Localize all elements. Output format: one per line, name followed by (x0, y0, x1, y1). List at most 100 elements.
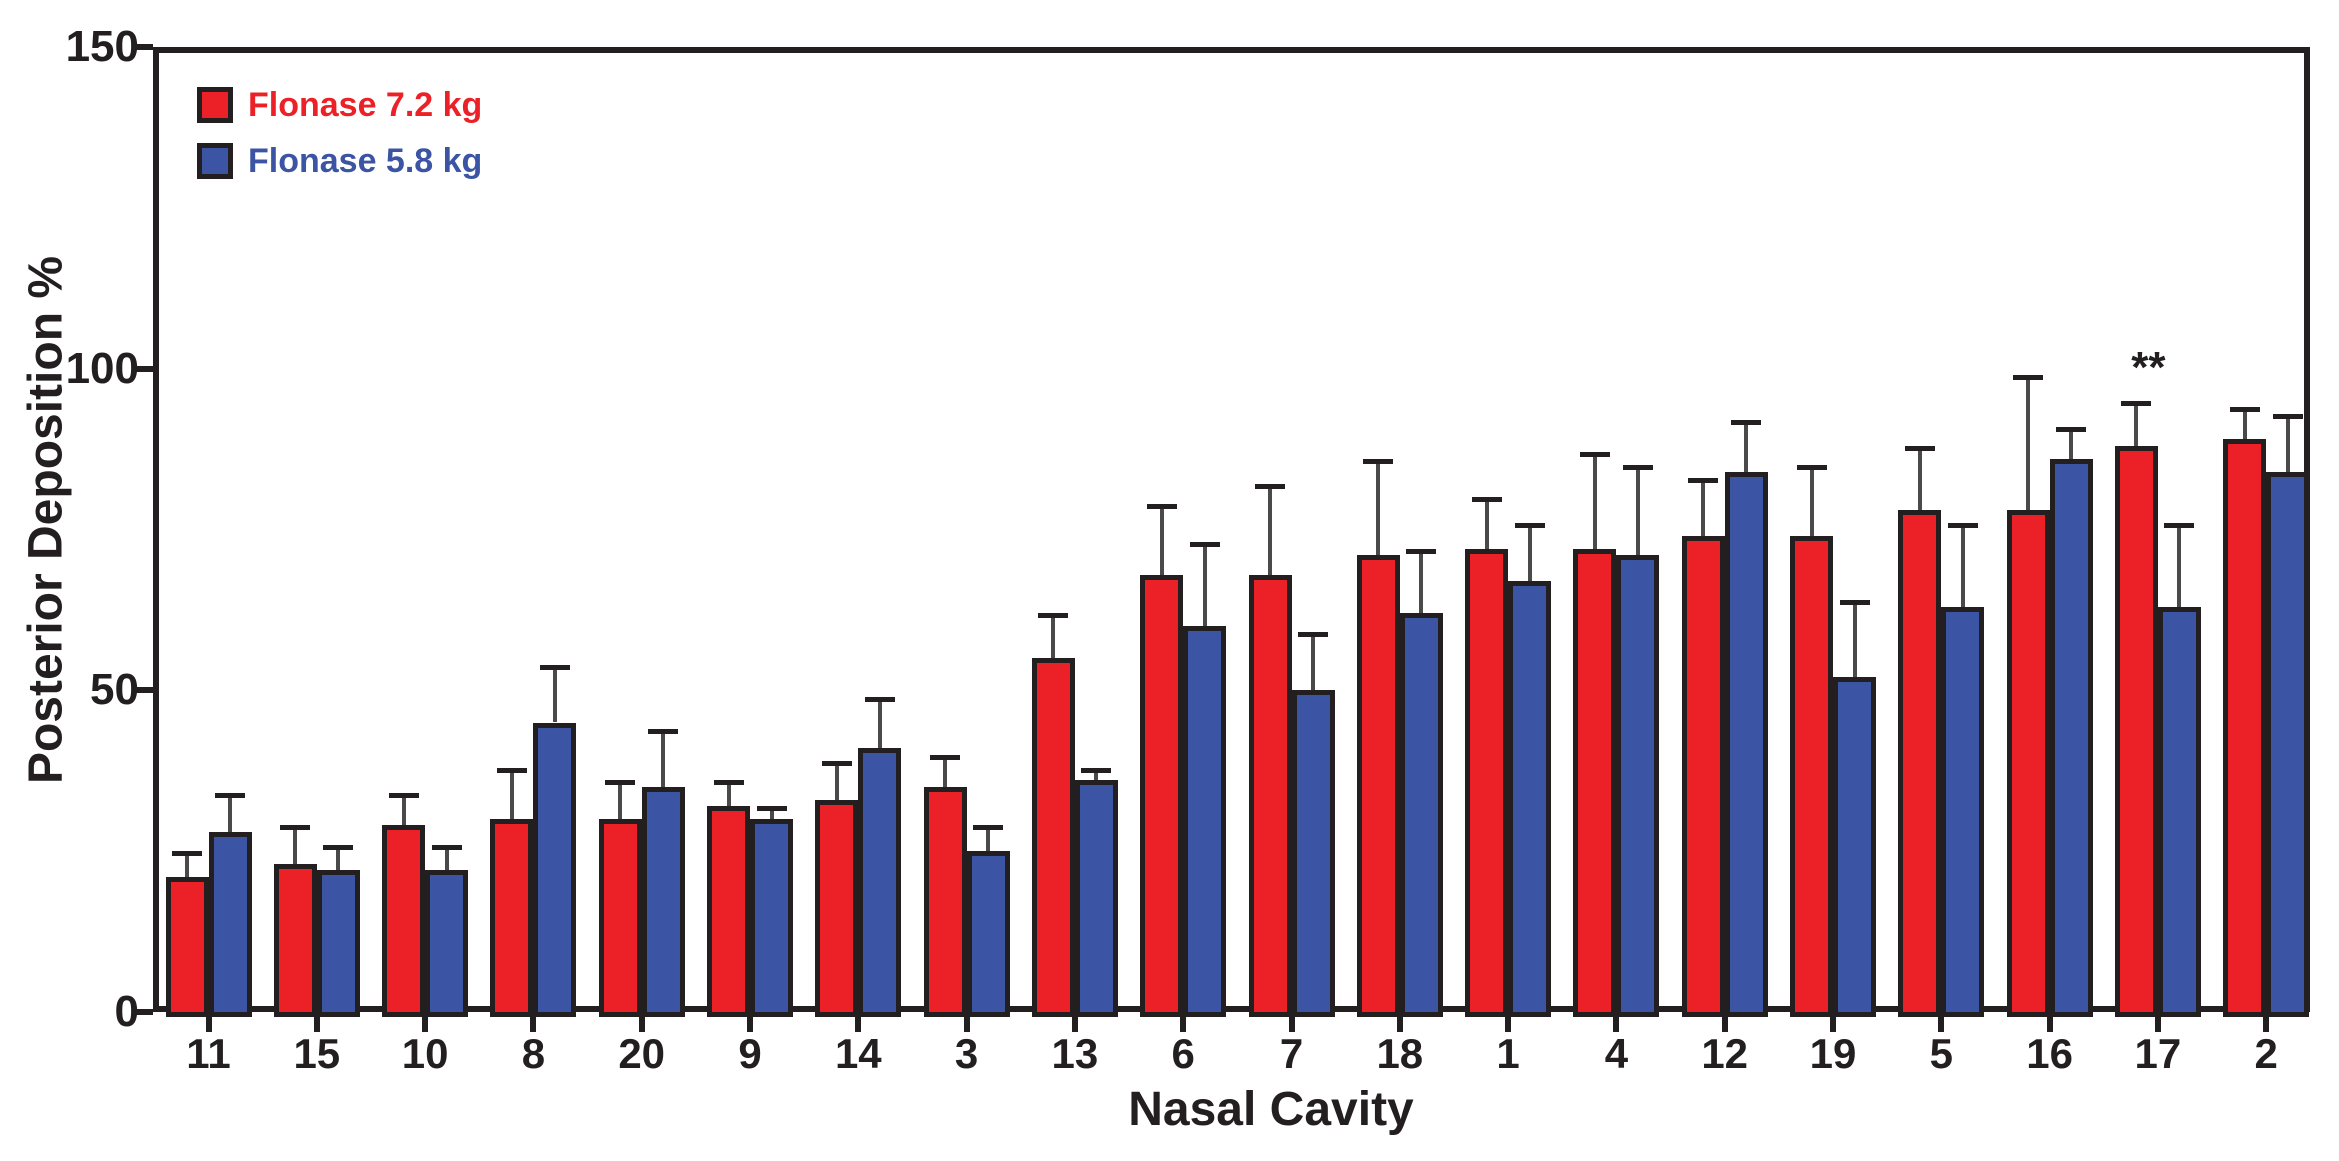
x-tick (2154, 1016, 2161, 1032)
error-bar-cap (172, 851, 202, 857)
error-bar-stem (1701, 482, 1706, 536)
error-bar-cap (1255, 484, 1285, 490)
error-bar-cap (1081, 767, 1112, 773)
x-tick (855, 1016, 862, 1032)
error-bar-stem (1419, 552, 1424, 614)
y-tick-label: 100 (65, 343, 139, 393)
x-tick (963, 1016, 970, 1032)
error-bar-cap (1038, 613, 1069, 619)
error-bar-cap (1406, 548, 1437, 554)
bar-series2-cavity-7 (1291, 690, 1335, 1017)
x-tick-label: 13 (1051, 1030, 1099, 1077)
error-bar-stem (1592, 456, 1597, 549)
error-bar-cap (431, 844, 462, 850)
x-tick-label: 12 (1701, 1030, 1749, 1077)
bar-series1-cavity-14 (815, 799, 859, 1017)
error-bar-stem (1268, 488, 1272, 575)
error-bar-stem (401, 797, 406, 826)
error-bar-cap (2121, 400, 2152, 406)
error-bar-stem (1376, 462, 1381, 556)
x-tick (2263, 1016, 2270, 1032)
x-tick-label: 8 (521, 1030, 546, 1077)
bar-series2-cavity-9 (750, 819, 793, 1017)
error-bar-cap (821, 761, 852, 767)
error-bar-stem (1094, 771, 1099, 781)
error-bar-cap (1189, 542, 1220, 548)
bar-series2-cavity-18 (1399, 613, 1443, 1017)
x-tick (1071, 1016, 1078, 1032)
bar-series1-cavity-3 (923, 786, 967, 1017)
bar-series2-cavity-13 (1074, 780, 1118, 1017)
x-tick (1180, 1016, 1187, 1032)
x-tick-label: 19 (1809, 1030, 1857, 1077)
error-bar-cap (2164, 523, 2195, 529)
error-bar-stem (1960, 527, 1965, 607)
error-bar-stem (2026, 379, 2031, 511)
x-tick-label: 18 (1376, 1030, 1424, 1077)
legend-swatch-series1 (197, 87, 233, 123)
legend-label-series2: Flonase 5.8 kg (248, 142, 483, 180)
x-tick-label: 20 (618, 1030, 666, 1077)
error-bar-cap (930, 754, 961, 760)
y-tick-label: 0 (114, 987, 139, 1036)
bar-series2-cavity-2 (2266, 471, 2310, 1017)
error-bar-stem (552, 668, 557, 723)
error-bar-stem (185, 855, 189, 877)
error-bar-cap (2229, 407, 2260, 413)
error-bar-cap (323, 844, 354, 850)
error-bar-cap (1622, 465, 1653, 471)
x-tick-label: 9 (738, 1030, 762, 1077)
error-bar-cap (1514, 523, 1545, 529)
error-bar-cap (973, 825, 1004, 831)
error-bar-cap (1363, 458, 1394, 464)
bar-series2-cavity-10 (425, 870, 469, 1017)
error-bar-stem (2134, 404, 2139, 446)
y-tick-label: 150 (65, 22, 139, 71)
x-tick-label: 17 (2134, 1030, 2182, 1077)
error-bar-stem (2177, 527, 2182, 607)
error-bar-cap (864, 696, 895, 702)
error-bar-cap (1471, 497, 1502, 503)
x-tick-label: 16 (2026, 1030, 2073, 1077)
error-bar-cap (1579, 452, 1610, 458)
bar-series1-cavity-5 (1898, 510, 1942, 1017)
x-tick-label: 7 (1279, 1030, 1304, 1077)
error-bar-stem (1527, 527, 1532, 581)
x-tick-label: 2 (2254, 1030, 2278, 1077)
error-bar-stem (618, 784, 623, 819)
x-tick (1396, 1016, 1403, 1032)
error-bar-stem (1484, 501, 1489, 549)
bar-series1-cavity-12 (1681, 535, 1725, 1017)
error-bar-stem (834, 765, 839, 800)
bar-series1-cavity-8 (490, 819, 534, 1017)
error-bar-stem (726, 784, 731, 807)
error-bar-cap (648, 728, 679, 734)
bar-series1-cavity-18 (1356, 555, 1400, 1017)
error-bar-stem (1917, 449, 1922, 511)
error-bar-cap (1904, 445, 1935, 451)
error-bar-stem (986, 829, 991, 852)
bar-series1-cavity-6 (1140, 574, 1184, 1017)
error-bar-cap (1298, 632, 1328, 638)
error-bar-cap (1731, 420, 1762, 426)
bar-series1-cavity-1 (1465, 548, 1509, 1017)
bar-series1-cavity-20 (598, 819, 642, 1017)
x-tick-label: 3 (954, 1030, 979, 1077)
error-bar-stem (509, 771, 514, 819)
x-tick (1613, 1016, 1620, 1032)
bar-series1-cavity-15 (273, 864, 317, 1017)
bar-series2-cavity-3 (966, 851, 1010, 1017)
error-bar-cap (1688, 478, 1719, 484)
bar-series2-cavity-20 (641, 786, 685, 1017)
bar-series1-cavity-2 (2223, 439, 2267, 1017)
error-bar-cap (713, 780, 744, 786)
x-tick (1288, 1016, 1295, 1032)
bar-series1-cavity-19 (1790, 535, 1833, 1017)
error-bar-stem (293, 829, 298, 865)
bar-series1-cavity-13 (1031, 658, 1075, 1017)
legend-label-series1: Flonase 7.2 kg (248, 86, 483, 124)
y-tick (135, 687, 153, 694)
bar-series2-cavity-8 (533, 722, 577, 1017)
error-bar-stem (1311, 636, 1315, 691)
error-bar-stem (2242, 411, 2247, 440)
